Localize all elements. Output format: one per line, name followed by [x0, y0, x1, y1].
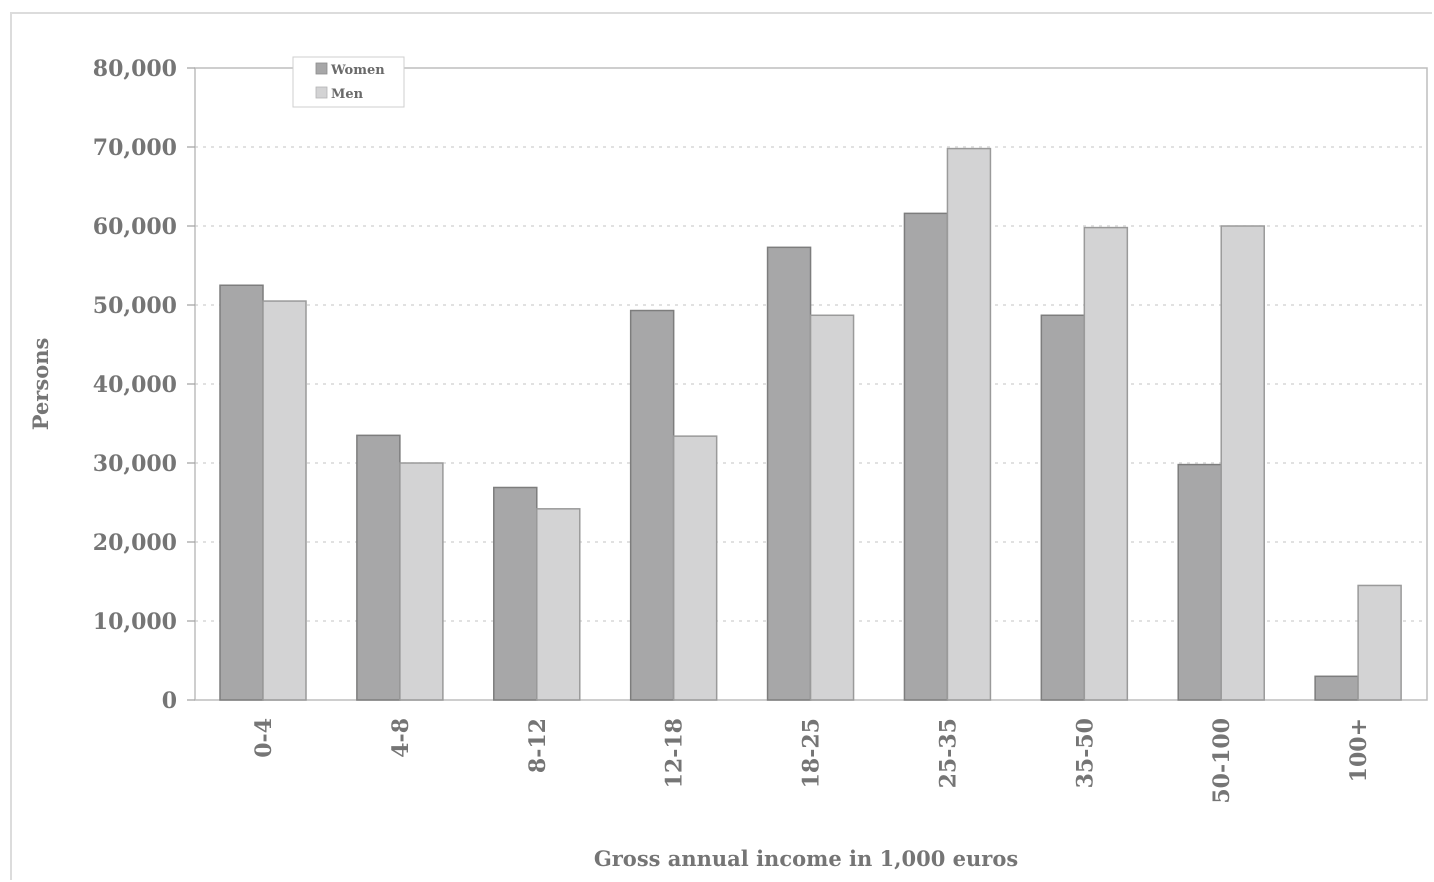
bar-women-0-4 [219, 284, 264, 701]
y-tick-label: 80,000 [93, 56, 177, 82]
bar-men-0-4 [262, 300, 307, 701]
legend-swatch-women [315, 62, 328, 75]
bar-men-8-12 [536, 508, 581, 701]
y-tick-label: 0 [162, 688, 177, 714]
bar-men-18-25 [809, 314, 855, 701]
bar-women-100+ [1314, 675, 1359, 701]
bar-women-12-18 [629, 309, 675, 701]
bar-men-50-100 [1220, 225, 1265, 701]
bar-women-50-100 [1177, 463, 1222, 701]
y-axis-title: Persons [28, 338, 53, 431]
legend-label-women: Women [330, 63, 385, 78]
y-tick-label: 50,000 [93, 293, 177, 319]
x-tick-label: 100+ [1346, 718, 1372, 782]
x-tick-label: 4-8 [388, 718, 414, 758]
bar-men-12-18 [672, 435, 718, 701]
x-tick-label: 12-18 [662, 718, 688, 788]
bar-women-18-25 [766, 246, 812, 701]
bar-women-4-8 [356, 434, 401, 701]
y-tick-label: 70,000 [93, 135, 177, 161]
y-tick-label: 20,000 [93, 530, 177, 556]
y-tick-label: 30,000 [93, 451, 177, 477]
x-axis-title: Gross annual income in 1,000 euros [594, 846, 1018, 871]
y-axis-ticks: 0 10,000 20,000 30,000 40,000 50,000 60,000 70,… [93, 56, 195, 714]
x-tick-label: 8-12 [525, 718, 551, 773]
x-tick-label: 35-50 [1072, 718, 1098, 788]
y-tick-label: 10,000 [93, 609, 177, 635]
x-tick-label: 25-35 [935, 718, 961, 788]
x-tick-label: 50-100 [1209, 718, 1235, 804]
chart-frame [10, 12, 1432, 880]
bar-women-35-50 [1040, 314, 1086, 701]
bar-men-4-8 [399, 462, 444, 701]
legend-swatch-men [315, 86, 328, 99]
y-tick-label: 40,000 [93, 372, 177, 398]
legend: Women Men [292, 56, 405, 108]
x-axis-ticks: 0-4 4-8 8-12 12-18 18-25 25-35 35-50 50-100 100+ [251, 718, 1372, 804]
bar-men-100+ [1357, 584, 1402, 701]
bar-women-25-35 [903, 212, 949, 701]
x-tick-label: 0-4 [251, 718, 277, 758]
bar-women-8-12 [493, 486, 538, 701]
x-tick-label: 18-25 [799, 718, 825, 788]
y-tick-label: 60,000 [93, 214, 177, 240]
bar-men-35-50 [1083, 226, 1129, 701]
bars [219, 147, 1402, 701]
legend-label-men: Men [331, 87, 364, 102]
legend-box [292, 56, 405, 108]
bar-men-25-35 [946, 147, 992, 701]
